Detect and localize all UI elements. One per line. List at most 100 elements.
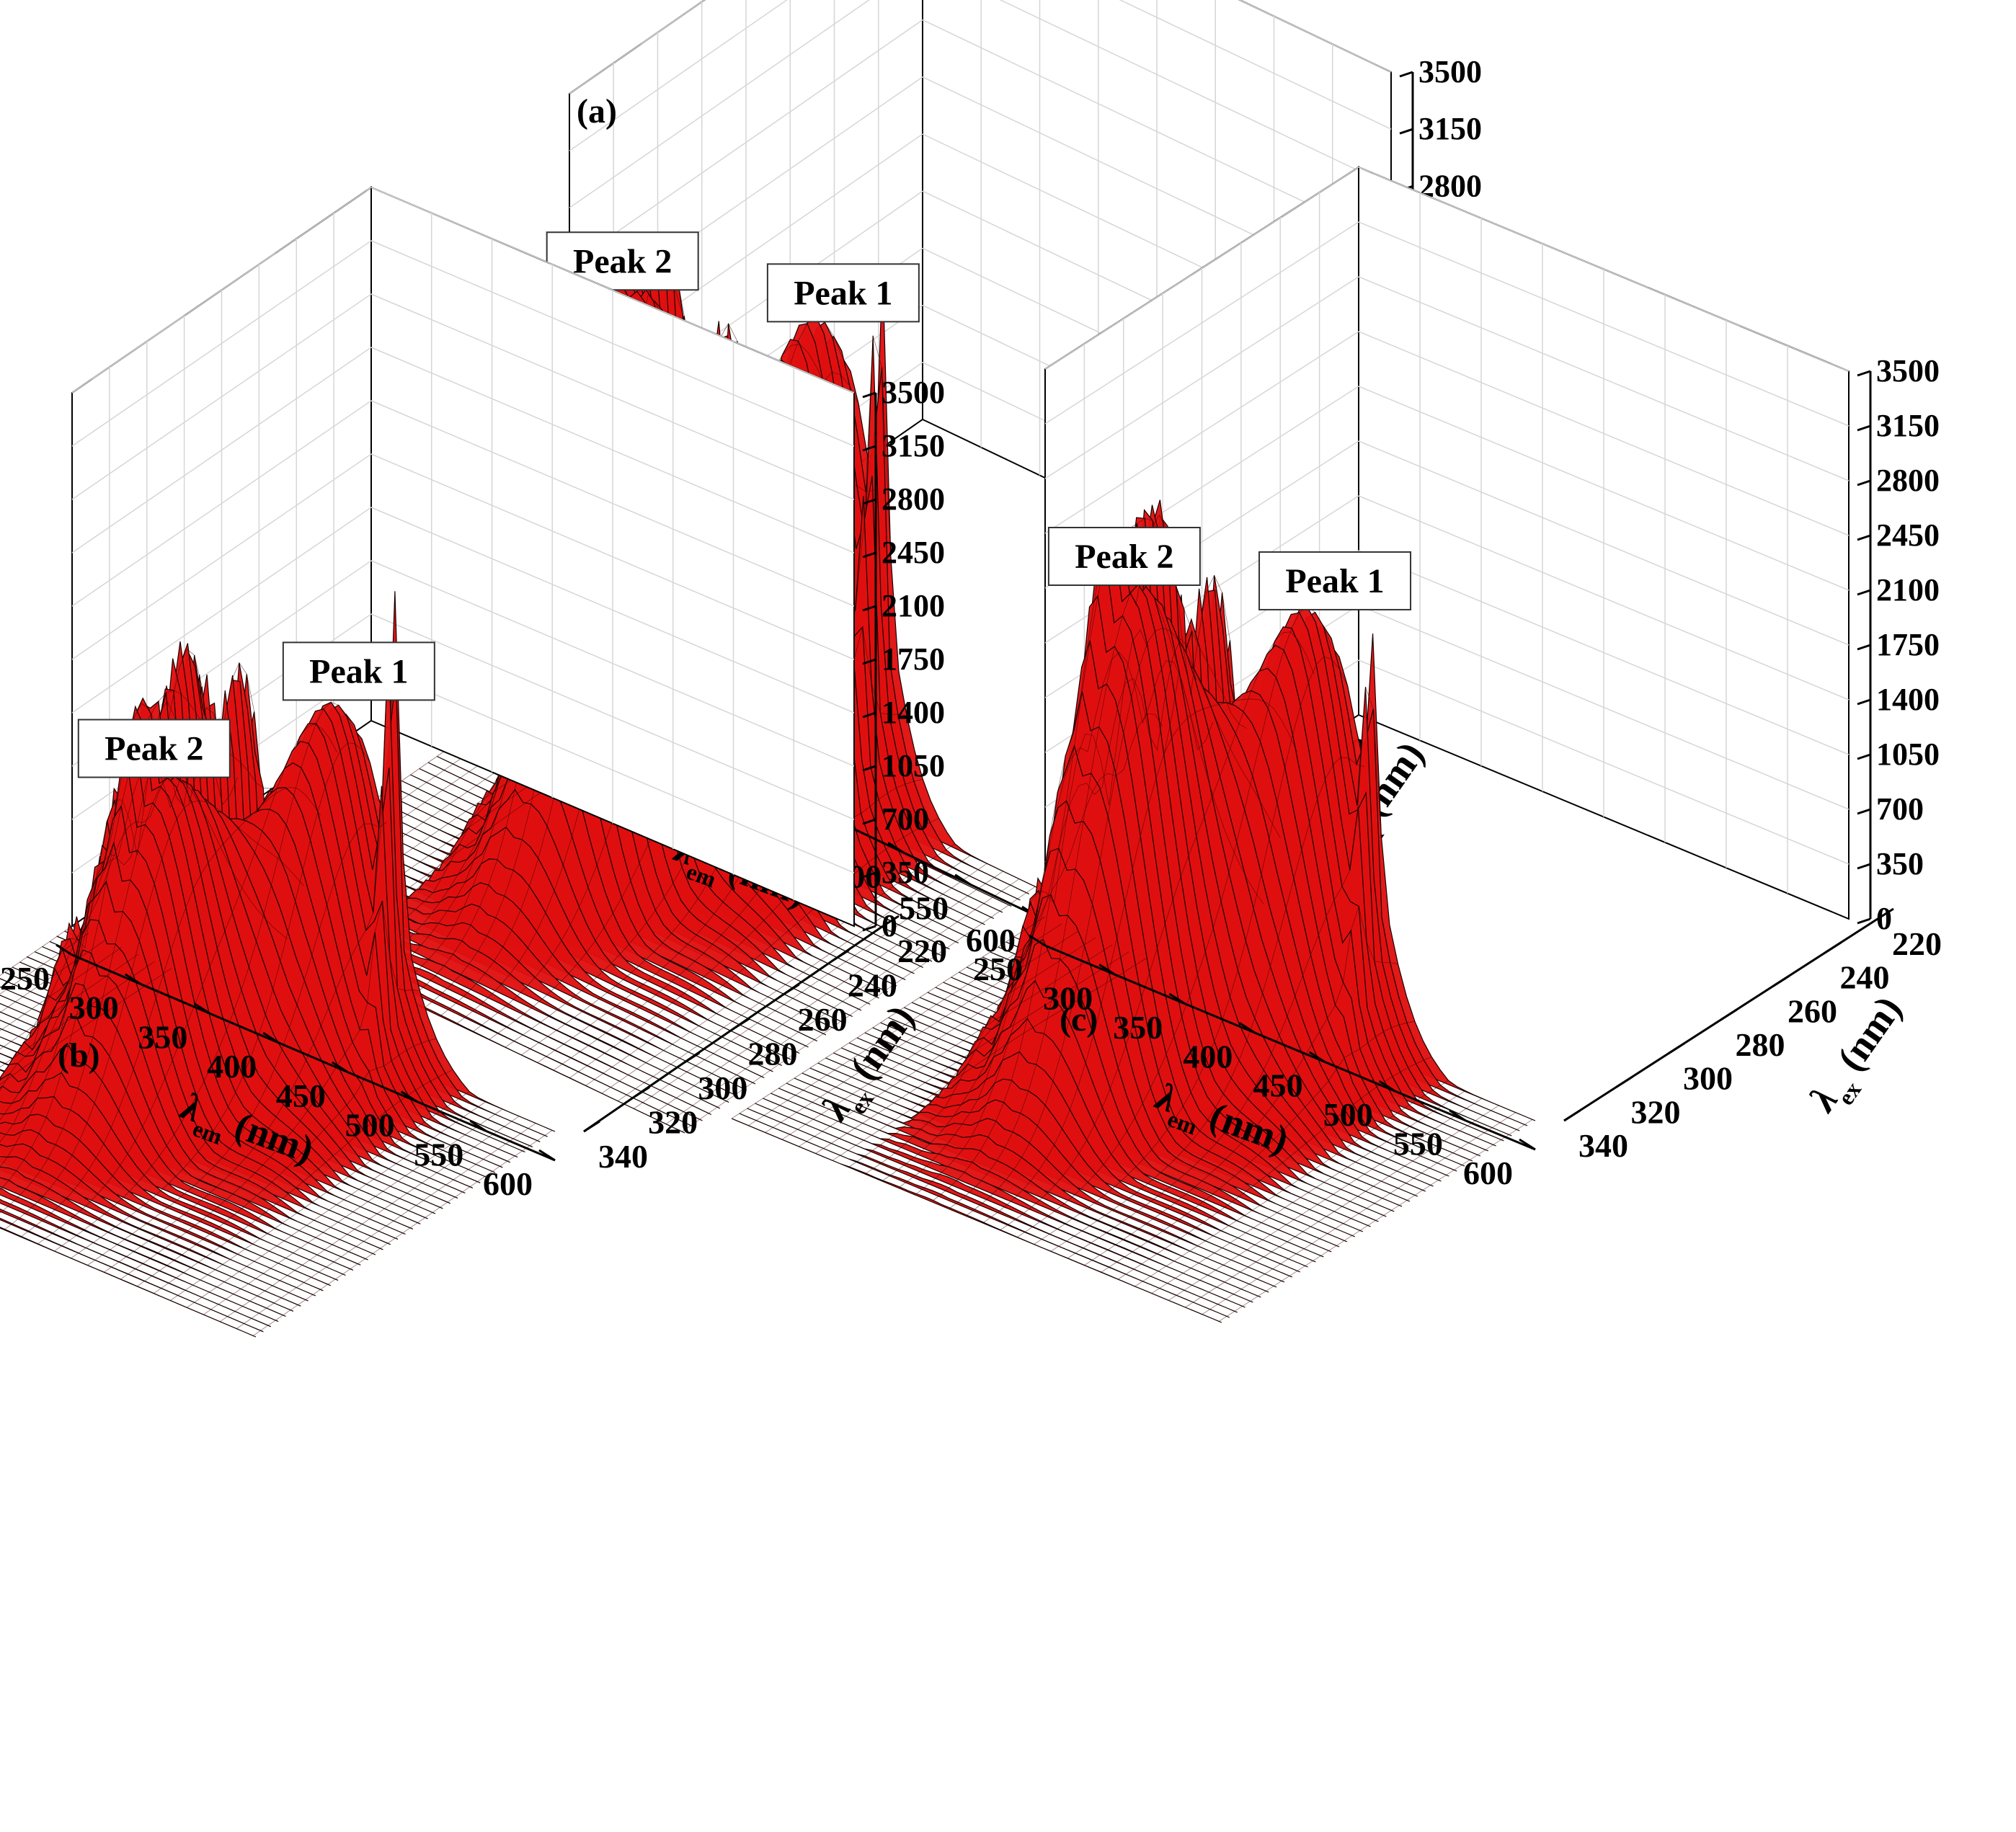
z-tick-label: 2800 — [1876, 463, 1940, 498]
z-tick — [1857, 370, 1871, 377]
mesh-line — [682, 886, 1036, 1132]
y-tick-label: 300 — [1683, 1060, 1733, 1097]
x-tick-label: 350 — [1113, 1009, 1163, 1046]
y-tick — [1877, 907, 1894, 920]
mesh-line — [617, 855, 972, 1102]
mesh-line — [967, 627, 1281, 1216]
x-tick-label: 300 — [1043, 979, 1093, 1016]
x-tick-label: 400 — [207, 1048, 257, 1085]
mesh-line — [585, 817, 939, 1086]
z-tick — [862, 391, 876, 399]
x-tick-label: 450 — [1253, 1067, 1303, 1104]
x-tick-label: 450 — [276, 1077, 326, 1114]
z-tick-label: 2800 — [882, 481, 945, 517]
x-tick — [400, 1090, 418, 1103]
x-tick-label: 550 — [1393, 1126, 1443, 1162]
y-tick-label: 320 — [1631, 1093, 1681, 1130]
z-tick — [862, 445, 876, 452]
z-tick-label: 3150 — [1418, 111, 1482, 146]
z-tick-label: 3150 — [1876, 408, 1940, 443]
mesh-line — [1067, 686, 1382, 1259]
y-tick — [1720, 1008, 1738, 1021]
z-tick — [862, 551, 876, 559]
x-tick-label: 300 — [69, 990, 119, 1026]
z-tick — [1857, 753, 1871, 760]
x-axis — [1044, 944, 1536, 1151]
z-tick-label: 350 — [1876, 846, 1924, 881]
mesh-line — [665, 879, 1020, 1124]
z-tick-label: 2450 — [882, 535, 945, 570]
mesh-line — [1168, 1098, 1483, 1301]
y-tick — [1615, 1076, 1633, 1088]
annotation-text: Peak 1 — [794, 274, 892, 312]
z-tick-label: 1050 — [882, 748, 945, 783]
annotation-text: Peak 1 — [1285, 562, 1384, 600]
chart-panel-b: 0 350 700 1050 1400 1750 2100 2450 2800 3150 3500 2… — [0, 186, 947, 1338]
z-tick — [862, 605, 876, 612]
mesh-line — [0, 968, 172, 1085]
y-tick — [1772, 975, 1790, 987]
mesh-line — [71, 742, 370, 1259]
panel-label: (a) — [577, 92, 617, 130]
x-tick-label: 550 — [899, 890, 949, 927]
z-tick-label: 1750 — [882, 641, 945, 677]
y-tick-label: 220 — [1892, 925, 1942, 962]
z-tick — [1857, 589, 1871, 596]
z-tick-label: 1400 — [882, 695, 945, 730]
x-tick — [262, 1031, 280, 1044]
mesh-line — [0, 933, 89, 995]
mesh-line — [219, 1116, 520, 1322]
y-tick-label: 280 — [748, 1036, 798, 1072]
mesh-line — [601, 843, 956, 1094]
y-tick — [882, 915, 900, 928]
mesh-line — [866, 628, 1180, 1174]
mesh-line — [170, 1091, 470, 1301]
peak-annotation: Peak 2 — [1047, 526, 1201, 586]
mesh-line — [120, 901, 420, 1280]
mesh-line — [0, 776, 288, 1214]
mesh-line — [104, 644, 404, 1273]
x-tick — [1238, 1022, 1256, 1034]
panel-label: (c) — [1060, 1000, 1098, 1039]
y-tick — [1563, 1109, 1581, 1122]
x-tick — [1378, 1080, 1396, 1093]
mesh-line — [983, 698, 1298, 1223]
annotation-text: Peak 1 — [309, 652, 408, 690]
mesh-line — [203, 1108, 503, 1315]
z-tick — [1857, 424, 1871, 432]
surface-slice — [0, 1113, 332, 1286]
y-tick-label: 280 — [1736, 1026, 1785, 1063]
x-tick — [1098, 964, 1116, 976]
surface-slice — [0, 1166, 301, 1307]
z-tick-label: 0 — [1876, 901, 1892, 936]
z-tick — [1857, 863, 1871, 870]
mesh-line — [569, 778, 923, 1078]
mesh-line — [0, 940, 106, 1013]
annotation-box — [766, 263, 920, 323]
mesh-line — [1134, 1080, 1449, 1287]
z-tick — [1857, 534, 1871, 541]
x-tick — [1308, 1051, 1326, 1063]
mesh-line — [1017, 606, 1331, 1237]
x-tick — [1168, 992, 1186, 1005]
mesh-line — [187, 1101, 487, 1308]
chart-panel-c: 0350700105014001750210024502800315035002… — [731, 166, 1942, 1323]
z-tick-label: 3150 — [882, 428, 945, 463]
surface-slice — [0, 1209, 272, 1328]
y-tick-label: 240 — [848, 967, 897, 1004]
mesh-line — [731, 916, 1046, 1119]
z-tick-label: 0 — [882, 908, 897, 943]
x-tick-label: 250 — [0, 960, 50, 997]
x-tick-label: 500 — [1323, 1096, 1373, 1133]
z-tick-label: 1050 — [1876, 737, 1940, 772]
peak-annotation: Peak 1 — [1258, 551, 1412, 610]
mesh-line — [1050, 757, 1365, 1252]
z-tick — [862, 871, 876, 879]
panel-label: (b) — [58, 1036, 100, 1075]
mesh-line — [848, 713, 1163, 1168]
z-tick-label: 3500 — [1876, 353, 1940, 388]
x-tick — [193, 1002, 211, 1015]
mesh-line — [21, 786, 321, 1237]
mesh-line — [916, 514, 1230, 1194]
